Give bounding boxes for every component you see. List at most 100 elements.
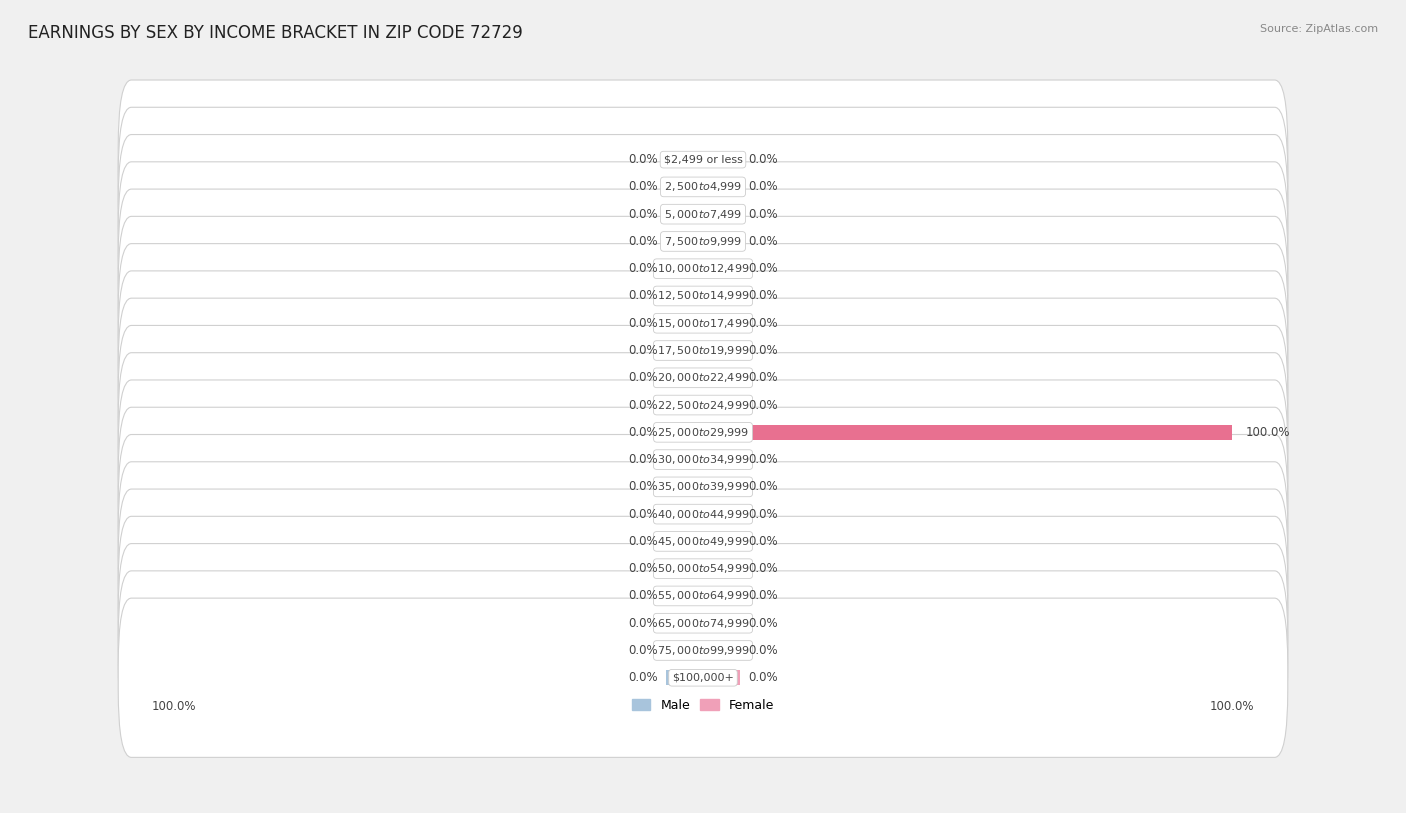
Bar — [703, 234, 740, 249]
Bar — [703, 343, 740, 358]
FancyBboxPatch shape — [118, 162, 1288, 321]
Text: $15,000 to $17,499: $15,000 to $17,499 — [657, 317, 749, 330]
FancyBboxPatch shape — [118, 544, 1288, 703]
FancyBboxPatch shape — [118, 216, 1288, 376]
Text: 0.0%: 0.0% — [748, 507, 778, 520]
Text: $75,000 to $99,999: $75,000 to $99,999 — [657, 644, 749, 657]
Text: $30,000 to $34,999: $30,000 to $34,999 — [657, 453, 749, 466]
Bar — [703, 289, 740, 303]
Text: 0.0%: 0.0% — [628, 480, 658, 493]
Text: $40,000 to $44,999: $40,000 to $44,999 — [657, 507, 749, 520]
Bar — [703, 615, 740, 631]
Text: 0.0%: 0.0% — [748, 535, 778, 548]
FancyBboxPatch shape — [118, 80, 1288, 239]
Bar — [703, 152, 740, 167]
Text: $55,000 to $64,999: $55,000 to $64,999 — [657, 589, 749, 602]
FancyBboxPatch shape — [118, 353, 1288, 512]
Text: 0.0%: 0.0% — [628, 672, 658, 685]
Text: $50,000 to $54,999: $50,000 to $54,999 — [657, 562, 749, 575]
Text: 0.0%: 0.0% — [748, 562, 778, 575]
Bar — [703, 561, 740, 576]
Bar — [666, 425, 703, 440]
Bar — [666, 670, 703, 685]
FancyBboxPatch shape — [118, 189, 1288, 348]
Text: 0.0%: 0.0% — [628, 398, 658, 411]
Bar — [703, 261, 740, 276]
Bar — [703, 589, 740, 603]
Text: 0.0%: 0.0% — [748, 453, 778, 466]
Text: $2,500 to $4,999: $2,500 to $4,999 — [664, 180, 742, 193]
Text: $12,500 to $14,999: $12,500 to $14,999 — [657, 289, 749, 302]
Bar — [666, 180, 703, 194]
Bar — [703, 398, 740, 412]
Text: 0.0%: 0.0% — [748, 480, 778, 493]
Text: $100,000+: $100,000+ — [672, 672, 734, 683]
Text: 0.0%: 0.0% — [748, 644, 778, 657]
Text: 0.0%: 0.0% — [748, 207, 778, 220]
Bar — [703, 480, 740, 494]
Text: 0.0%: 0.0% — [748, 672, 778, 685]
Bar — [703, 207, 740, 222]
Text: 0.0%: 0.0% — [628, 589, 658, 602]
Text: 0.0%: 0.0% — [748, 344, 778, 357]
Text: $20,000 to $22,499: $20,000 to $22,499 — [657, 372, 749, 385]
Text: $65,000 to $74,999: $65,000 to $74,999 — [657, 617, 749, 630]
Text: 0.0%: 0.0% — [628, 153, 658, 166]
Bar — [666, 398, 703, 412]
Text: 0.0%: 0.0% — [628, 263, 658, 276]
Text: 0.0%: 0.0% — [628, 562, 658, 575]
FancyBboxPatch shape — [118, 434, 1288, 593]
Text: 0.0%: 0.0% — [628, 644, 658, 657]
Bar — [703, 315, 740, 331]
Text: 0.0%: 0.0% — [628, 453, 658, 466]
Bar — [666, 643, 703, 658]
Text: 0.0%: 0.0% — [628, 372, 658, 385]
FancyBboxPatch shape — [118, 516, 1288, 676]
Text: 0.0%: 0.0% — [748, 235, 778, 248]
Text: $2,499 or less: $2,499 or less — [664, 154, 742, 165]
Legend: Male, Female: Male, Female — [627, 694, 779, 717]
Text: 0.0%: 0.0% — [748, 317, 778, 330]
Bar — [666, 234, 703, 249]
Text: 0.0%: 0.0% — [748, 180, 778, 193]
Bar — [666, 289, 703, 303]
FancyBboxPatch shape — [118, 298, 1288, 458]
Text: 0.0%: 0.0% — [748, 398, 778, 411]
Bar — [666, 315, 703, 331]
Bar — [666, 480, 703, 494]
Text: $35,000 to $39,999: $35,000 to $39,999 — [657, 480, 749, 493]
Text: 0.0%: 0.0% — [748, 289, 778, 302]
Text: $25,000 to $29,999: $25,000 to $29,999 — [657, 426, 749, 439]
FancyBboxPatch shape — [118, 244, 1288, 403]
Bar — [666, 370, 703, 385]
Bar — [666, 343, 703, 358]
Bar — [666, 452, 703, 467]
FancyBboxPatch shape — [118, 134, 1288, 293]
Text: $5,000 to $7,499: $5,000 to $7,499 — [664, 207, 742, 220]
Bar — [703, 180, 740, 194]
FancyBboxPatch shape — [118, 325, 1288, 485]
FancyBboxPatch shape — [118, 462, 1288, 621]
Bar — [666, 561, 703, 576]
Text: 0.0%: 0.0% — [628, 617, 658, 630]
Text: 0.0%: 0.0% — [628, 207, 658, 220]
Bar — [666, 261, 703, 276]
Text: 0.0%: 0.0% — [628, 180, 658, 193]
FancyBboxPatch shape — [118, 380, 1288, 539]
Text: 0.0%: 0.0% — [628, 235, 658, 248]
Text: 0.0%: 0.0% — [628, 317, 658, 330]
FancyBboxPatch shape — [118, 571, 1288, 730]
Bar — [666, 615, 703, 631]
FancyBboxPatch shape — [118, 489, 1288, 648]
FancyBboxPatch shape — [118, 271, 1288, 430]
Bar — [666, 207, 703, 222]
Text: 0.0%: 0.0% — [748, 372, 778, 385]
Bar — [703, 425, 1232, 440]
Text: Source: ZipAtlas.com: Source: ZipAtlas.com — [1260, 24, 1378, 34]
Text: $10,000 to $12,499: $10,000 to $12,499 — [657, 263, 749, 276]
FancyBboxPatch shape — [118, 598, 1288, 758]
Bar — [703, 643, 740, 658]
Bar — [666, 506, 703, 522]
Text: 0.0%: 0.0% — [748, 263, 778, 276]
Bar — [703, 534, 740, 549]
